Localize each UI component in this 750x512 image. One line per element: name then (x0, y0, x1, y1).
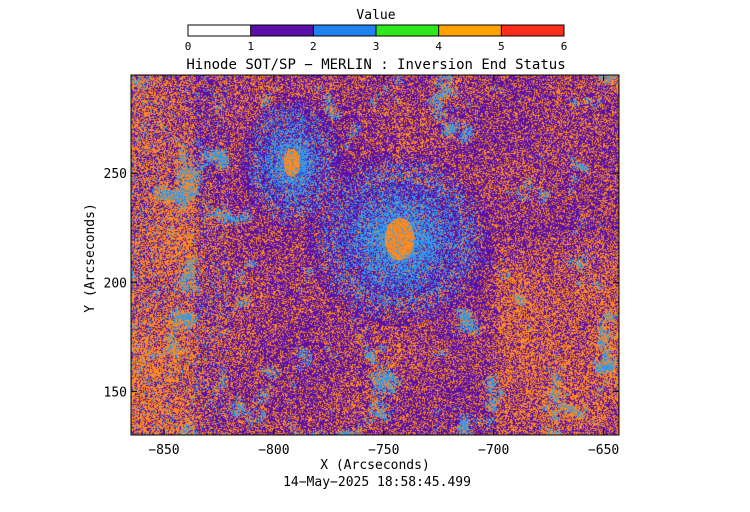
colorbar-bin-3 (376, 25, 439, 36)
colorbar-tick-label: 3 (373, 40, 380, 53)
colorbar-tick-label: 6 (561, 40, 568, 53)
plot-frame (130, 74, 620, 436)
x-axis-label: X (Arcseconds) (320, 458, 430, 473)
x-tick-label: −750 (368, 443, 399, 458)
colorbar-tick-label: 2 (310, 40, 317, 53)
y-tick-label: 200 (104, 276, 127, 291)
heatmap-image (131, 75, 619, 435)
y-axis-label: Y (Arcseconds) (83, 203, 98, 313)
y-tick-label: 250 (104, 167, 127, 182)
colorbar-tick-label: 5 (498, 40, 505, 53)
colorbar-bin-0 (188, 25, 251, 36)
x-tick-label: −650 (588, 443, 619, 458)
colorbar-bin-2 (313, 25, 376, 36)
colorbar-bin-4 (438, 25, 502, 36)
timestamp: 14−May−2025 18:58:45.499 (283, 475, 471, 490)
colorbar-label: Value (356, 8, 395, 23)
colorbar-bin-5 (501, 25, 564, 36)
chart-title: Hinode SOT/SP − MERLIN : Inversion End S… (186, 57, 565, 73)
y-axis-ticks: 150 200 250 (104, 167, 619, 400)
x-tick-label: −700 (478, 443, 509, 458)
colorbar-tick-label: 1 (247, 40, 254, 53)
colorbar-bin-1 (250, 25, 314, 36)
x-tick-label: −800 (258, 443, 289, 458)
x-axis-ticks: −850 −800 −750 −700 −650 (148, 75, 619, 458)
y-tick-label: 150 (104, 385, 127, 400)
x-tick-label: −850 (148, 443, 179, 458)
colorbar-ticks: 0 1 2 3 4 5 6 (185, 25, 568, 53)
colorbar-tick-label: 0 (185, 40, 192, 53)
colorbar-tick-label: 4 (435, 40, 442, 53)
